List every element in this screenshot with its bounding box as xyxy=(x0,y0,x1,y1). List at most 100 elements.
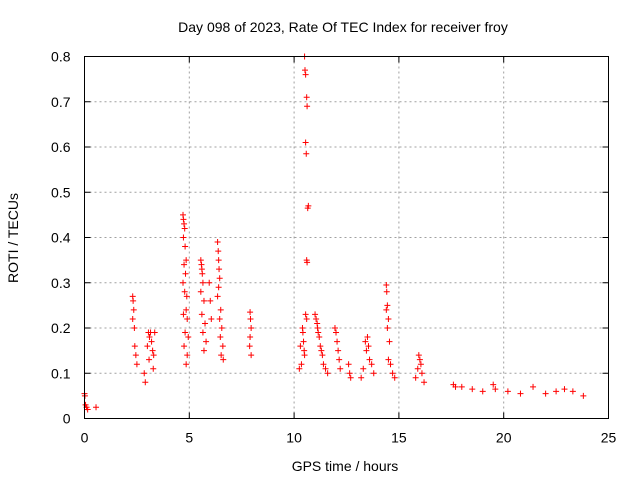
data-point xyxy=(363,347,370,354)
data-point xyxy=(569,388,576,395)
data-point xyxy=(180,311,187,318)
data-point xyxy=(370,370,377,377)
x-tick-label: 20 xyxy=(496,430,512,446)
data-point xyxy=(247,309,254,316)
data-point xyxy=(247,334,254,341)
data-point xyxy=(317,343,324,350)
data-point xyxy=(214,293,221,300)
y-tick-label: 0.4 xyxy=(51,230,71,246)
data-point xyxy=(181,288,188,295)
data-point xyxy=(331,325,338,331)
data-point xyxy=(203,338,210,345)
data-point xyxy=(458,383,465,390)
data-point xyxy=(131,325,138,331)
data-point xyxy=(200,347,207,354)
y-tick-label: 0 xyxy=(63,411,71,427)
y-tick-label: 0.5 xyxy=(51,184,71,200)
data-point xyxy=(220,356,227,363)
data-point xyxy=(302,139,309,146)
data-point xyxy=(333,329,340,336)
data-point xyxy=(303,315,310,322)
data-point xyxy=(215,257,222,264)
data-point xyxy=(335,347,342,354)
data-point xyxy=(247,315,254,322)
data-point xyxy=(218,325,225,331)
data-point xyxy=(490,381,497,388)
data-point xyxy=(202,320,209,327)
data-point xyxy=(148,338,155,345)
data-point xyxy=(93,404,100,411)
data-point xyxy=(383,288,390,295)
data-point xyxy=(146,356,153,363)
data-point xyxy=(200,297,207,304)
data-point xyxy=(365,343,372,350)
data-point xyxy=(312,311,319,318)
y-tick-label: 0.1 xyxy=(51,365,71,381)
data-point xyxy=(530,383,537,390)
data-point xyxy=(132,352,139,359)
data-point xyxy=(368,361,375,368)
x-tick-label: 10 xyxy=(286,430,302,446)
data-point xyxy=(207,297,214,304)
data-point xyxy=(320,361,327,368)
data-point xyxy=(303,94,310,101)
chart-title: Day 098 of 2023, Rate Of TEC Index for r… xyxy=(178,19,508,35)
data-point xyxy=(469,386,476,393)
data-point xyxy=(324,370,331,377)
data-point xyxy=(199,329,206,336)
data-point xyxy=(150,352,157,359)
data-point xyxy=(492,386,499,393)
data-point xyxy=(130,306,137,313)
data-point xyxy=(142,379,149,386)
data-point xyxy=(416,356,423,363)
data-point xyxy=(183,293,190,300)
x-axis-label: GPS time / hours xyxy=(292,458,399,474)
data-point xyxy=(181,225,188,232)
data-point xyxy=(215,248,222,255)
data-point xyxy=(146,334,153,341)
y-axis-label: ROTI / TECUs xyxy=(5,193,21,283)
data-point xyxy=(302,71,309,78)
data-point xyxy=(314,325,321,331)
data-point xyxy=(384,325,391,331)
data-point xyxy=(197,288,204,295)
data-point xyxy=(580,392,587,399)
data-point xyxy=(144,343,151,350)
data-point xyxy=(391,374,398,381)
data-point xyxy=(358,374,365,381)
data-point xyxy=(322,365,329,372)
data-point xyxy=(364,334,371,341)
data-point xyxy=(384,302,391,309)
data-point xyxy=(133,361,140,368)
data-point xyxy=(417,361,424,368)
data-point xyxy=(337,365,344,372)
data-point xyxy=(334,338,341,345)
data-point xyxy=(84,406,91,413)
data-point xyxy=(215,284,222,291)
grid-lines xyxy=(84,56,609,419)
data-point xyxy=(131,343,138,350)
data-point xyxy=(182,243,189,250)
data-point xyxy=(300,338,307,345)
data-point xyxy=(542,390,549,397)
data-point xyxy=(217,306,224,313)
data-point xyxy=(184,352,191,359)
y-tick-label: 0.6 xyxy=(51,139,71,155)
data-point xyxy=(319,352,326,359)
data-point xyxy=(387,361,394,368)
x-tick-label: 15 xyxy=(391,430,407,446)
data-point xyxy=(385,315,392,322)
data-point xyxy=(386,338,393,345)
data-point xyxy=(199,270,206,277)
y-tick-label: 0.3 xyxy=(51,275,71,291)
data-point xyxy=(345,361,352,368)
data-point xyxy=(414,365,421,372)
x-tick-label: 25 xyxy=(601,430,617,446)
data-point xyxy=(197,257,204,264)
data-point xyxy=(199,279,206,286)
data-point xyxy=(301,352,308,359)
data-point xyxy=(347,374,354,381)
data-point xyxy=(206,279,213,286)
data-point xyxy=(452,383,459,390)
data-point xyxy=(313,315,320,322)
